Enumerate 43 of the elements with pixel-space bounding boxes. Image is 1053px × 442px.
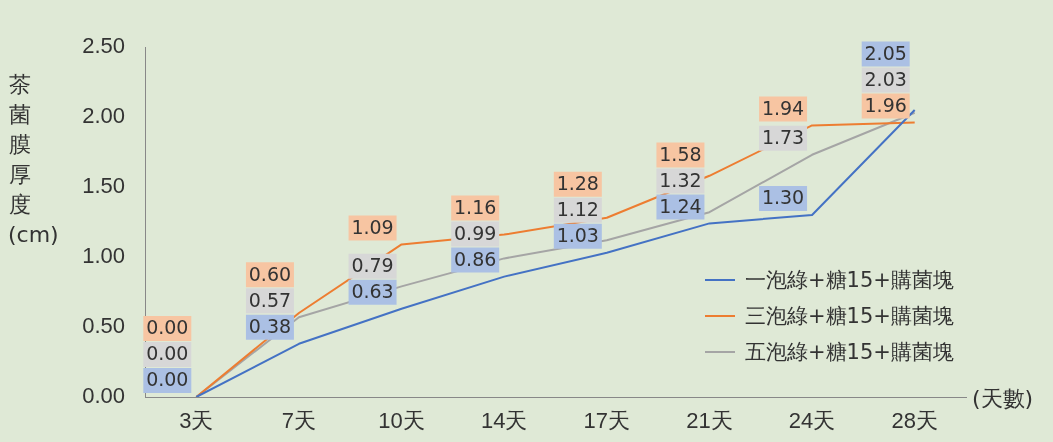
y-tick-label: 1.50 (82, 173, 125, 199)
data-label: 0.38 (248, 315, 292, 338)
y-axis-title: 茶菌膜厚度(cm) (8, 71, 59, 249)
data-label: 1.24 (659, 194, 702, 217)
y-tick-label: 0.50 (82, 313, 125, 339)
data-label: 0.99 (454, 222, 497, 245)
data-label: 0.63 (351, 280, 394, 303)
legend-label: 一泡綠+糖15+購菌塊 (745, 267, 954, 294)
data-label: 1.58 (659, 142, 702, 165)
y-tick-label: 0.00 (82, 383, 125, 409)
data-label: 1.12 (556, 198, 599, 221)
data-label: 0.60 (248, 262, 292, 285)
x-tick-label: 10天 (378, 408, 425, 434)
data-label: 2.05 (864, 42, 907, 65)
y-tick-label: 1.00 (82, 243, 125, 269)
data-label: 0.00 (146, 342, 189, 365)
data-label: 1.16 (454, 196, 497, 219)
x-tick-label: 24天 (788, 408, 836, 434)
data-label: 0.86 (454, 248, 497, 271)
x-tick-label: 21天 (686, 408, 733, 434)
y-tick-label: 2.00 (82, 103, 125, 129)
x-tick-label: 28天 (891, 408, 938, 434)
x-axis-title: (天數) (972, 385, 1034, 413)
data-label: 1.28 (556, 172, 599, 195)
data-label: 1.03 (556, 224, 599, 247)
data-label: 1.09 (351, 215, 394, 238)
legend-label: 三泡綠+糖15+購菌塊 (745, 303, 954, 330)
x-tick-label: 14天 (480, 408, 528, 434)
data-label: 1.73 (761, 126, 805, 149)
data-label: 0.57 (248, 288, 292, 311)
data-label: 2.03 (864, 68, 907, 91)
data-label: 1.30 (761, 186, 805, 209)
x-tick-label: 17天 (583, 408, 631, 434)
data-label: 1.32 (659, 168, 702, 191)
x-tick-label: 7天 (281, 408, 317, 434)
data-label: 0.00 (146, 316, 189, 339)
data-label: 1.94 (761, 96, 805, 119)
data-label: 0.79 (351, 254, 394, 277)
y-tick-label: 2.50 (82, 33, 125, 59)
data-label: 0.00 (146, 368, 189, 391)
x-tick-label: 3天 (179, 408, 214, 434)
data-label: 1.96 (864, 94, 907, 117)
legend-label: 五泡綠+糖15+購菌塊 (745, 339, 954, 366)
